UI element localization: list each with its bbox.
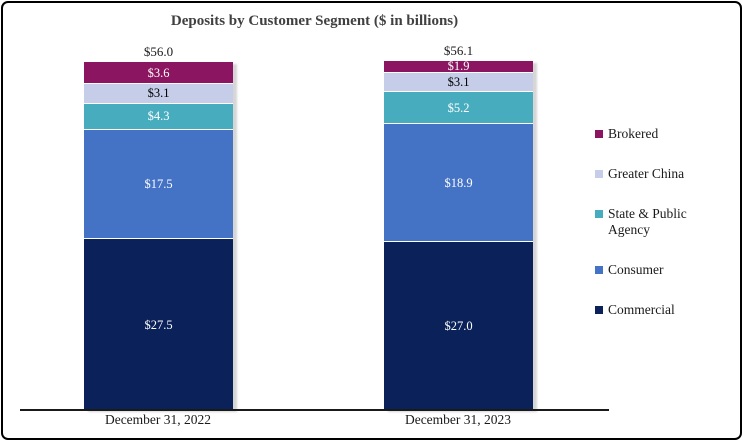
legend-label: Brokered <box>608 126 659 141</box>
bar-segment: $27.5 <box>84 239 233 410</box>
legend-item: Consumer <box>595 262 720 278</box>
bar-segment: $3.6 <box>84 62 233 85</box>
bar-segment: $27.0 <box>384 241 533 410</box>
segment-value-label: $3.6 <box>147 65 170 80</box>
bar-group: $3.6 $3.1 $4.3 $17.5 $27.5 <box>84 62 233 410</box>
bar-segment: $3.1 <box>384 72 533 93</box>
legend-item: State & Public Agency <box>595 206 720 238</box>
bar-total-label: $56.0 <box>143 44 174 59</box>
legend-label: Greater China <box>608 166 685 181</box>
segment-value-label: $3.1 <box>147 86 170 101</box>
bar-segment: $1.9 <box>384 59 533 74</box>
segment-value-label: $5.2 <box>447 100 470 115</box>
legend-label: State & Public Agency <box>608 206 687 237</box>
legend-swatch-icon <box>595 210 603 218</box>
legend-swatch-icon <box>595 306 603 314</box>
bar-segment: $3.1 <box>84 84 233 104</box>
legend-item: Commercial <box>595 302 720 318</box>
legend-label: Consumer <box>608 262 664 277</box>
category-label: December 31, 2022 <box>104 412 212 427</box>
segment-value-label: $1.9 <box>447 59 470 74</box>
segment-value-label: $27.0 <box>444 318 473 333</box>
legend-label: Commercial <box>608 302 675 317</box>
bar-segment: $17.5 <box>84 130 233 240</box>
category-label: December 31, 2023 <box>404 412 512 427</box>
legend-swatch-icon <box>595 170 603 178</box>
legend-item: Greater China <box>595 166 720 182</box>
legend-swatch-icon <box>595 266 603 274</box>
bar-segment: $4.3 <box>84 103 233 131</box>
bar-segment: $18.9 <box>384 124 533 242</box>
segment-value-label: $3.1 <box>447 74 470 89</box>
segment-value-label: $18.9 <box>444 175 473 190</box>
segment-value-label: $4.3 <box>147 109 170 124</box>
segment-value-label: $17.5 <box>144 177 173 192</box>
legend: Brokered Greater China State & Public Agen… <box>595 126 720 342</box>
bar-total-label: $56.1 <box>443 43 474 58</box>
bar-segment: $5.2 <box>384 92 533 125</box>
legend-swatch-icon <box>595 130 603 138</box>
chart-title: Deposits by Customer Segment ($ in billi… <box>170 13 459 29</box>
x-axis-line <box>20 409 609 411</box>
legend-item: Brokered <box>595 126 720 142</box>
bar-group: $1.9 $3.1 $5.2 $18.9 $27.0 <box>384 59 533 410</box>
segment-value-label: $27.5 <box>144 317 173 332</box>
